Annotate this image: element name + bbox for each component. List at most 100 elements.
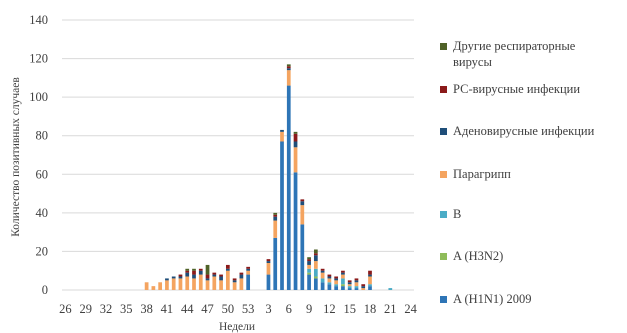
y-tick-label: 140 — [29, 13, 48, 27]
bar-segment — [198, 274, 203, 290]
bar-segment — [307, 268, 311, 273]
bar-segment — [341, 274, 345, 279]
bar-segment — [246, 266, 251, 269]
bar-segment — [341, 270, 345, 273]
bar-segment — [239, 278, 244, 290]
bar-segment — [273, 214, 278, 217]
x-tick-label: 9 — [306, 302, 312, 316]
legend-swatch-other — [440, 43, 447, 50]
x-tick-label: 41 — [161, 302, 174, 316]
bar-segment — [354, 286, 359, 289]
bar-segment — [286, 64, 291, 67]
legend-swatch-rsv — [440, 86, 447, 93]
bar-segment — [280, 129, 284, 132]
x-tick-label: 18 — [364, 302, 377, 316]
legend-swatch-parainfluenza — [440, 171, 447, 178]
legend-label-parainfluenza: Парагрипп — [453, 167, 511, 181]
bar-segment — [239, 272, 244, 275]
bar-segment — [171, 278, 176, 290]
legend-label-b: B — [453, 207, 462, 221]
bar-segment — [198, 268, 203, 271]
bar-segment — [225, 268, 230, 271]
legend-label-rsv: РС-вирусные инфекции — [453, 82, 581, 96]
bar-segment — [368, 270, 372, 275]
y-axis-title: Количество позитивных случаев — [10, 77, 22, 237]
bar-segment — [219, 274, 223, 277]
x-tick-label: 32 — [100, 302, 113, 316]
bar-segment — [266, 274, 271, 290]
bar-segment — [266, 259, 271, 262]
bar-segment — [300, 224, 305, 290]
y-tick-label: 20 — [36, 244, 49, 258]
x-tick-label: 24 — [404, 302, 417, 316]
bar-segment — [246, 274, 251, 290]
x-tick-label: 44 — [181, 302, 194, 316]
x-tick-labels: 26 29 32 35 38 41 44 47 50 53 3 6 9 12 15 18 21 24 — [59, 302, 417, 316]
bar-segment — [320, 278, 325, 283]
bar-segment — [320, 282, 325, 290]
bar-segment — [334, 286, 339, 290]
bar-segment — [313, 278, 318, 290]
bar-segment — [293, 147, 298, 173]
bar-segment — [205, 280, 210, 290]
bar-segment — [205, 274, 210, 279]
bar-segment — [192, 270, 196, 275]
legend-swatch-b — [440, 211, 447, 218]
bar-segment — [205, 264, 210, 275]
bar-segment — [347, 284, 352, 287]
bar-segment — [361, 284, 366, 287]
bar-segment — [313, 268, 318, 277]
bar-segment — [354, 288, 359, 290]
gridlines — [62, 19, 414, 291]
bar-segment — [307, 264, 311, 269]
legend-swatch-h3n2 — [440, 253, 447, 260]
bar-segment — [293, 133, 298, 142]
bar-segment — [232, 280, 237, 283]
bar-segment — [239, 274, 244, 279]
bar-segment — [361, 288, 366, 290]
bar-segment — [198, 270, 203, 275]
bar-segment — [334, 284, 339, 287]
bar-segment — [313, 261, 318, 269]
bar-segment — [185, 268, 190, 271]
bar-segment — [171, 276, 176, 279]
bar-segment — [178, 276, 183, 279]
bar-segment — [178, 274, 183, 277]
bar-segment — [286, 68, 291, 71]
x-tick-label: 38 — [140, 302, 153, 316]
bar-segment — [286, 70, 291, 86]
bar-segment — [334, 276, 339, 279]
bar-segment — [341, 284, 345, 287]
legend-item-h3n2: A (H3N2) — [440, 248, 503, 264]
x-tick-label: 12 — [323, 302, 336, 316]
bar-segment — [232, 278, 237, 281]
bar-segment — [327, 284, 332, 290]
y-tick-labels: 0 20 40 60 80 100 120 140 — [29, 13, 48, 297]
bar-segment — [300, 199, 305, 202]
bar-segment — [165, 280, 169, 290]
x-tick-label: 6 — [286, 302, 292, 316]
bar-segment — [313, 249, 318, 254]
y-tick-label: 0 — [42, 283, 48, 297]
bar-segment — [280, 141, 284, 290]
bar-segment — [334, 280, 339, 285]
x-tick-label: 47 — [201, 302, 214, 316]
bar-segment — [212, 274, 217, 277]
bar-segment — [266, 261, 271, 263]
y-tick-label: 120 — [29, 52, 48, 66]
bar-segment — [368, 276, 372, 285]
bar-segment — [185, 272, 190, 277]
y-tick-label: 40 — [36, 206, 49, 220]
bar-segment — [280, 131, 284, 142]
x-tick-label: 21 — [384, 302, 397, 316]
bar-segment — [307, 257, 311, 260]
x-tick-label: 29 — [79, 302, 92, 316]
bar-segment — [341, 272, 345, 275]
bar-segment — [144, 282, 149, 290]
bar-segment — [225, 264, 230, 269]
legend-item-other: Другие респираторные вирусы — [440, 38, 613, 70]
bar-segment — [368, 284, 372, 287]
x-tick-label: 15 — [343, 302, 356, 316]
bar-segment — [327, 282, 332, 285]
bar-segment — [300, 201, 305, 206]
